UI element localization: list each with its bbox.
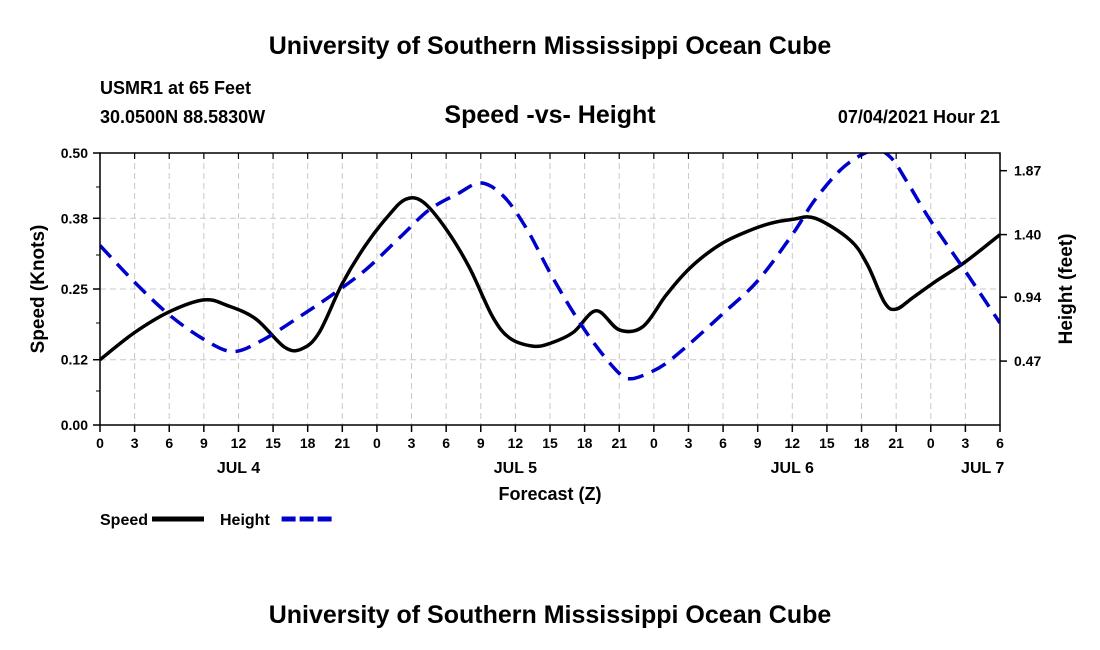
chart-title: Speed -vs- Height [444, 101, 656, 129]
speed-series-line [100, 196, 1000, 362]
x-tick-label: 3 [408, 435, 416, 451]
x-tick-label: 6 [165, 435, 173, 451]
day-label: JUL 4 [217, 460, 260, 477]
x-tick-label: 9 [754, 435, 762, 451]
x-tick-label: 15 [819, 435, 835, 451]
x-tick-label: 9 [477, 435, 485, 451]
height-legend-label: Height [220, 512, 270, 529]
x-tick-label: 12 [231, 435, 247, 451]
day-label: JUL 6 [771, 460, 814, 477]
x-tick-label: 12 [508, 435, 524, 451]
y-left-tick-label: 0.25 [61, 281, 88, 297]
x-tick-label: 21 [611, 435, 627, 451]
y-right-tick-label: 0.94 [1014, 289, 1041, 305]
y-right-tick-label: 1.87 [1014, 163, 1041, 179]
y-left-axis-title: Speed (Knots) [28, 225, 49, 354]
x-tick-label: 0 [927, 435, 935, 451]
x-tick-label: 0 [650, 435, 658, 451]
footer-title: University of Southern Mississippi Ocean… [268, 601, 832, 629]
speed-legend-label: Speed [100, 512, 148, 529]
x-tick-label: 9 [200, 435, 208, 451]
x-tick-label: 6 [719, 435, 727, 451]
x-tick-label: 3 [685, 435, 693, 451]
x-tick-label: 0 [373, 435, 381, 451]
x-axis-title: Forecast (Z) [498, 484, 601, 504]
x-tick-label: 18 [577, 435, 593, 451]
station-label: USMR1 at 65 Feet [100, 78, 252, 98]
x-tick-label: 3 [961, 435, 969, 451]
x-tick-label: 6 [996, 435, 1004, 451]
y-right-axis-title: Height (feet) [1056, 234, 1077, 345]
x-tick-label: 6 [442, 435, 450, 451]
x-tick-label: 12 [785, 435, 801, 451]
day-label: JUL 5 [494, 460, 537, 477]
forecast-timestamp: 07/04/2021 Hour 21 [837, 107, 1000, 127]
y-left-tick-label: 0.12 [61, 352, 88, 368]
y-left-tick-label: 0.50 [61, 145, 88, 161]
height-series-line [100, 153, 1000, 381]
x-tick-label: 18 [300, 435, 316, 451]
x-tick-label: 21 [888, 435, 904, 451]
y-left-tick-label: 0.00 [61, 417, 88, 433]
x-tick-label: 18 [854, 435, 870, 451]
x-tick-label: 0 [96, 435, 104, 451]
x-tick-label: 15 [542, 435, 558, 451]
day-label: JUL 7 [961, 460, 1004, 477]
x-tick-label: 15 [265, 435, 281, 451]
station-coordinates: 30.0500N 88.5830W [100, 107, 266, 127]
x-tick-label: 21 [335, 435, 351, 451]
y-left-tick-label: 0.38 [61, 210, 88, 226]
y-right-tick-label: 0.47 [1014, 353, 1041, 369]
y-right-tick-label: 1.40 [1014, 227, 1041, 243]
x-tick-label: 3 [131, 435, 139, 451]
page-title: University of Southern Mississippi Ocean… [268, 32, 832, 60]
